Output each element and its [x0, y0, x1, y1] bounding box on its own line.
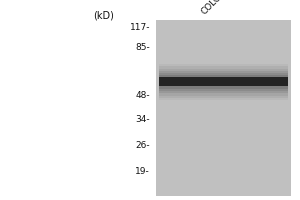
Text: COLO205: COLO205: [199, 0, 235, 16]
Bar: [159, 64, 288, 100]
Text: 26-: 26-: [135, 142, 150, 150]
Text: 48-: 48-: [135, 92, 150, 100]
Bar: [156, 20, 291, 196]
Text: 19-: 19-: [135, 168, 150, 176]
Bar: [159, 66, 288, 98]
Text: 85-: 85-: [135, 44, 150, 52]
Bar: [159, 73, 288, 91]
Bar: [159, 75, 288, 89]
Bar: [159, 71, 288, 93]
Text: 34-: 34-: [135, 116, 150, 124]
Bar: [159, 68, 288, 96]
Text: (kD): (kD): [93, 10, 114, 20]
Bar: [159, 77, 288, 86]
Text: 117-: 117-: [130, 23, 150, 32]
